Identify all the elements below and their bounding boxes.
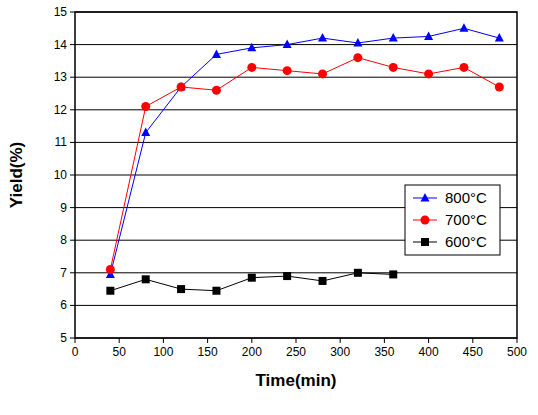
legend-label: 700°C <box>445 211 487 228</box>
data-point <box>389 33 398 42</box>
series <box>106 269 397 295</box>
x-tick-label: 100 <box>153 345 173 359</box>
data-point <box>354 269 362 277</box>
data-point <box>495 33 504 42</box>
data-point <box>495 82 504 91</box>
y-tick-label: 15 <box>54 5 68 19</box>
background <box>0 0 538 415</box>
grid-line <box>75 109 517 110</box>
x-tick-label: 50 <box>113 345 127 359</box>
data-point <box>212 49 221 58</box>
data-point <box>424 31 433 40</box>
y-axis-label: Yield(%) <box>7 142 26 208</box>
chart: 5678910111213141505010015020025030035040… <box>0 0 538 415</box>
data-point <box>141 128 150 136</box>
y-tick-label: 7 <box>60 266 67 280</box>
legend-box <box>405 185 500 255</box>
legend-label: 600°C <box>445 233 487 250</box>
legend-label: 800°C <box>445 189 487 206</box>
data-point <box>141 102 150 111</box>
plot-area <box>106 23 504 294</box>
legend-marker <box>421 193 430 202</box>
data-point <box>389 270 397 278</box>
x-tick-label: 350 <box>374 345 394 359</box>
data-point <box>424 69 433 78</box>
legend: 800°C 700°C 600°C <box>405 185 500 255</box>
data-point <box>283 272 291 280</box>
data-point <box>318 33 327 42</box>
data-point <box>248 274 256 282</box>
legend-marker <box>421 238 429 246</box>
series-line <box>110 58 499 270</box>
y-tick-label: 13 <box>54 70 68 84</box>
legend-marker <box>421 216 430 225</box>
series-line <box>110 28 499 274</box>
x-tick-label: 300 <box>330 345 350 359</box>
x-tick-label: 200 <box>242 345 262 359</box>
y-tick-label: 10 <box>54 168 68 182</box>
y-tick-label: 6 <box>60 298 67 312</box>
x-tick-label: 150 <box>198 345 218 359</box>
data-point <box>318 69 327 78</box>
y-tick-label: 12 <box>54 103 68 117</box>
grid-line <box>75 44 517 45</box>
data-point <box>177 82 186 91</box>
data-point <box>177 82 186 91</box>
data-point <box>106 287 114 295</box>
data-point <box>353 53 362 62</box>
x-tick-label: 0 <box>72 345 79 359</box>
x-tick-label: 500 <box>507 345 527 359</box>
grid-line <box>75 175 517 176</box>
data-point <box>283 40 292 49</box>
data-point <box>459 63 468 72</box>
y-tick-label: 8 <box>60 233 67 247</box>
data-point <box>212 86 221 95</box>
plot-frame <box>75 12 517 338</box>
series-line <box>110 273 393 291</box>
data-point <box>106 265 115 274</box>
x-tick-label: 250 <box>286 345 306 359</box>
data-point <box>212 287 220 295</box>
data-point <box>142 275 150 283</box>
series <box>106 23 504 278</box>
x-tick-label: 450 <box>463 345 483 359</box>
y-tick-label: 11 <box>55 135 68 149</box>
x-tick-label: 400 <box>419 345 439 359</box>
data-point <box>389 63 398 72</box>
data-point <box>283 66 292 75</box>
data-point <box>459 23 468 32</box>
grid-line <box>75 142 517 143</box>
data-point <box>319 277 327 285</box>
data-point <box>247 43 256 52</box>
y-tick-label: 9 <box>60 201 67 215</box>
data-point <box>353 38 362 47</box>
grid-line <box>75 305 517 306</box>
series <box>106 53 504 274</box>
grid-line <box>75 272 517 273</box>
x-axis-label: Time(min) <box>256 371 337 390</box>
data-point <box>247 63 256 72</box>
y-tick-label: 14 <box>54 38 68 52</box>
data-point <box>177 285 185 293</box>
y-tick-label: 5 <box>60 331 67 345</box>
grid-line <box>75 77 517 78</box>
